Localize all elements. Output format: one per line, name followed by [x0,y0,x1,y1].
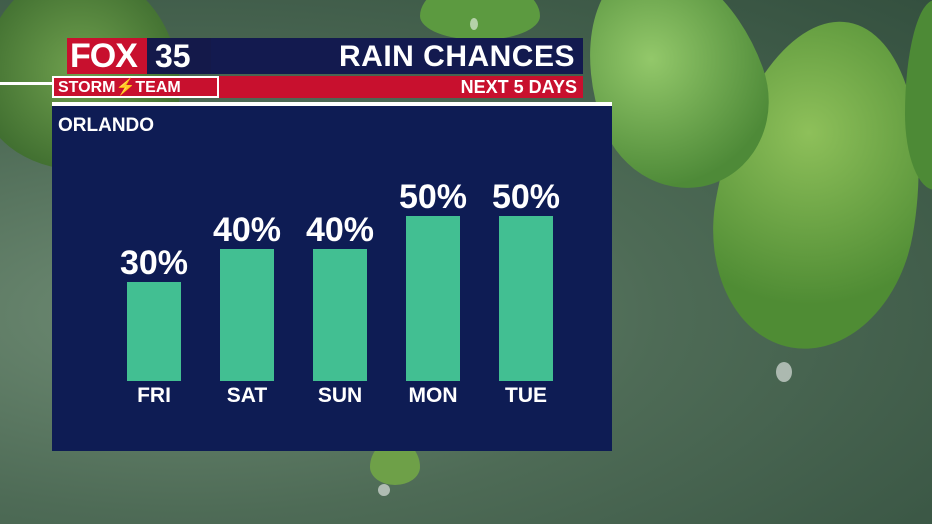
header-rule-left [0,82,52,85]
bar-sat [220,249,274,381]
page-subtitle: NEXT 5 DAYS [460,77,577,97]
value-label-sun: 40% [306,211,374,249]
storm-team-text: STORM⚡TEAM [58,79,181,96]
category-label-sat: SAT [227,384,268,407]
storm-team-badge: STORM⚡TEAM [52,76,219,98]
category-label-mon: MON [409,384,458,407]
bar-tue [499,216,553,381]
category-label-fri: FRI [137,384,171,407]
header-rule [52,102,612,106]
logo-35-text: 35 [155,38,191,74]
value-label-mon: 50% [399,178,467,216]
raindrop [470,18,478,30]
logo-fox-text: FOX [70,37,138,75]
title-banner: RAIN CHANCES [211,38,583,74]
leaf-top-center [420,0,540,40]
value-label-tue: 50% [492,178,560,216]
bar-fri [127,282,181,381]
chart-panel: ORLANDO 30% FRI 40% SAT 40% SUN 50% MON 50% TUE [52,106,612,451]
raindrop [776,362,792,382]
category-label-tue: TUE [505,384,547,407]
value-label-fri: 30% [120,244,188,282]
rain-chance-chart: 30% FRI 40% SAT 40% SUN 50% MON 50% TUE [120,178,560,407]
page-title: RAIN CHANCES [338,40,575,73]
category-label-sun: SUN [318,384,362,407]
bar-sun [313,249,367,381]
bar-mon [406,216,460,381]
raindrop [378,484,390,496]
value-label-sat: 40% [213,211,281,249]
fox35-logo: FOX 35 [67,37,211,75]
location-label: ORLANDO [58,115,155,136]
